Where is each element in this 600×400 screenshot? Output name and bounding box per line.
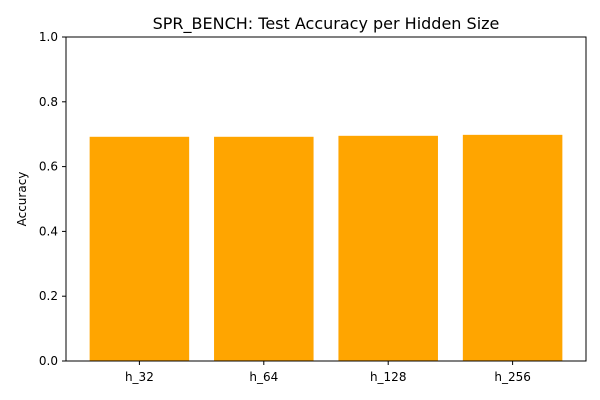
y-tick-label: 0.0 [39, 354, 58, 368]
x-tick-label: h_256 [494, 370, 531, 384]
x-ticks-group: h_32 h_64 h_128 h_256 [125, 361, 531, 384]
bar-h_128 [338, 135, 438, 361]
bar-h_256 [462, 134, 563, 361]
y-tick-label: 1.0 [39, 30, 58, 44]
y-ticks-group: 0.0 0.2 0.4 0.6 0.8 1.0 [39, 30, 66, 368]
chart-title: SPR_BENCH: Test Accuracy per Hidden Size [153, 14, 500, 34]
y-tick-label: 0.4 [39, 224, 58, 238]
y-tick-label: 0.2 [39, 289, 58, 303]
bars-group [89, 134, 563, 361]
plot-frame [65, 36, 587, 362]
x-tick-label: h_32 [125, 370, 154, 384]
x-tick-label: h_64 [249, 370, 278, 384]
y-axis-label: Accuracy [15, 172, 29, 227]
bar-h_64 [214, 136, 314, 361]
y-tick-label: 0.6 [39, 160, 58, 174]
x-tick-label: h_128 [370, 370, 407, 384]
y-tick-label: 0.8 [39, 95, 58, 109]
bar-h_32 [89, 136, 190, 361]
